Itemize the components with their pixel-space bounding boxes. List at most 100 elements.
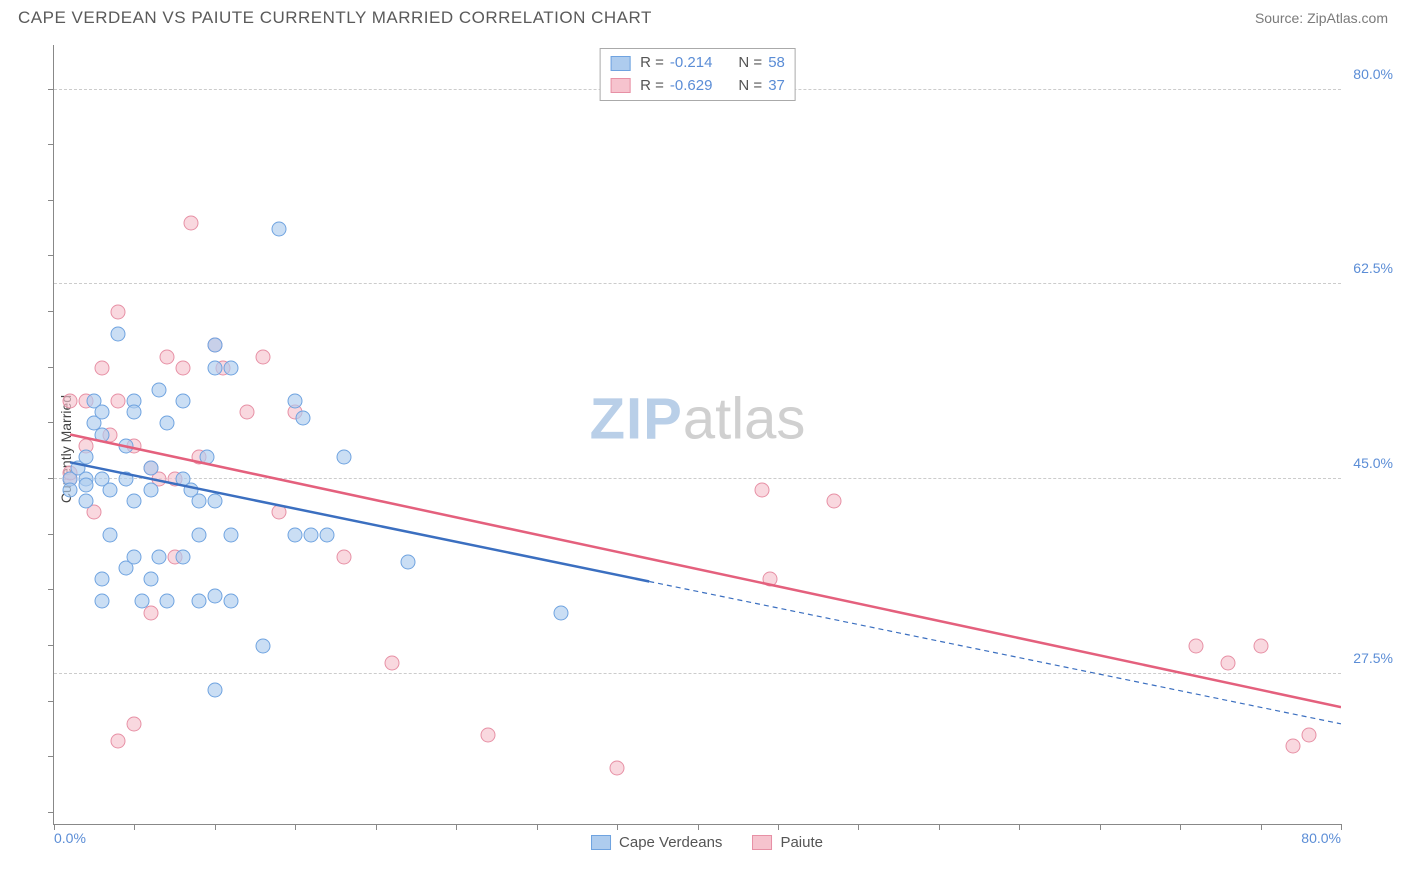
paiute-point [95,360,110,375]
grid-line [54,673,1341,674]
paiute-point [1221,655,1236,670]
x-tick-mark [617,824,618,830]
y-tick-mark [48,756,54,757]
cape-verdeans-point [143,483,158,498]
x-tick-mark [1261,824,1262,830]
cape-verdeans-point [127,494,142,509]
y-tick-mark [48,534,54,535]
cape-verdeans-point [272,221,287,236]
chart-title: CAPE VERDEAN VS PAIUTE CURRENTLY MARRIED… [18,8,652,28]
y-tick-mark [48,478,54,479]
cape-verdeans-point [400,555,415,570]
paiute-point [127,716,142,731]
cape-verdeans-point [127,405,142,420]
plot-region: ZIPatlas R =-0.214N =58R =-0.629N =37 80… [53,45,1341,825]
x-tick-mark [1180,824,1181,830]
cape-verdeans-point [119,472,134,487]
n-label: N = [738,75,762,98]
y-tick-label: 45.0% [1353,455,1393,471]
cape-verdeans-point [151,383,166,398]
y-tick-label: 27.5% [1353,650,1393,666]
grid-line [54,283,1341,284]
y-tick-mark [48,367,54,368]
y-tick-mark [48,812,54,813]
y-tick-mark [48,422,54,423]
cape-verdeans-point [207,338,222,353]
cape-verdeans-point [553,605,568,620]
paiute-point [754,483,769,498]
r-label: R = [640,52,664,75]
cape-verdeans-point [296,410,311,425]
x-tick-mark [778,824,779,830]
grid-line [54,478,1341,479]
legend-swatch [591,835,611,850]
x-tick-mark [456,824,457,830]
paiute-point [175,360,190,375]
cape-verdeans-point [79,449,94,464]
x-tick-mark [537,824,538,830]
legend-swatch [610,78,630,93]
x-tick-mark [1019,824,1020,830]
cape-verdeans-point [119,438,134,453]
paiute-point [183,216,198,231]
cape-verdeans-point [223,360,238,375]
cape-verdeans-point [288,394,303,409]
n-value: 58 [768,52,785,75]
paiute-point [111,733,126,748]
paiute-point [610,761,625,776]
legend-swatch [752,835,772,850]
paiute-point [384,655,399,670]
y-tick-label: 62.5% [1353,260,1393,276]
y-tick-mark [48,200,54,201]
series-legend: Cape VerdeansPaiute [591,834,823,851]
cape-verdeans-point [304,527,319,542]
series-legend-label: Cape Verdeans [619,834,722,851]
trend-lines-layer [54,45,1341,824]
cape-verdeans-point [191,594,206,609]
y-tick-mark [48,255,54,256]
cape-verdeans-point [79,477,94,492]
n-label: N = [738,52,762,75]
cape-verdeans-point [95,405,110,420]
chart-area: Currently Married ZIPatlas R =-0.214N =5… [18,40,1396,857]
chart-header: CAPE VERDEAN VS PAIUTE CURRENTLY MARRIED… [0,0,1406,32]
cape-verdeans-point [143,460,158,475]
cape-verdeans-point [207,683,222,698]
x-tick-mark [939,824,940,830]
paiute-point [1253,638,1268,653]
y-tick-mark [48,89,54,90]
stats-legend-row: R =-0.214N =58 [610,52,785,75]
x-tick-mark [1100,824,1101,830]
cape-verdeans-point [95,427,110,442]
x-tick-label-min: 0.0% [54,830,86,846]
x-tick-mark [295,824,296,830]
x-tick-label-max: 80.0% [1301,830,1341,846]
cape-verdeans-point [191,527,206,542]
paiute-point [240,405,255,420]
cape-verdeans-point [175,549,190,564]
paiute-point [827,494,842,509]
trend-line [649,581,1341,723]
cape-verdeans-point [288,527,303,542]
paiute-point [272,505,287,520]
source-link[interactable]: ZipAtlas.com [1307,10,1388,26]
cape-verdeans-point [135,594,150,609]
paiute-point [159,349,174,364]
cape-verdeans-point [111,327,126,342]
x-tick-mark [215,824,216,830]
y-tick-mark [48,589,54,590]
x-tick-mark [858,824,859,830]
cape-verdeans-point [103,527,118,542]
watermark: ZIPatlas [590,385,806,452]
stats-legend-row: R =-0.629N =37 [610,75,785,98]
cape-verdeans-point [256,638,271,653]
paiute-point [256,349,271,364]
cape-verdeans-point [95,572,110,587]
x-tick-mark [698,824,699,830]
y-tick-label: 80.0% [1353,66,1393,82]
y-tick-mark [48,645,54,646]
source-label: Source: ZipAtlas.com [1255,10,1388,26]
x-tick-mark [134,824,135,830]
x-tick-mark [376,824,377,830]
cape-verdeans-point [207,494,222,509]
